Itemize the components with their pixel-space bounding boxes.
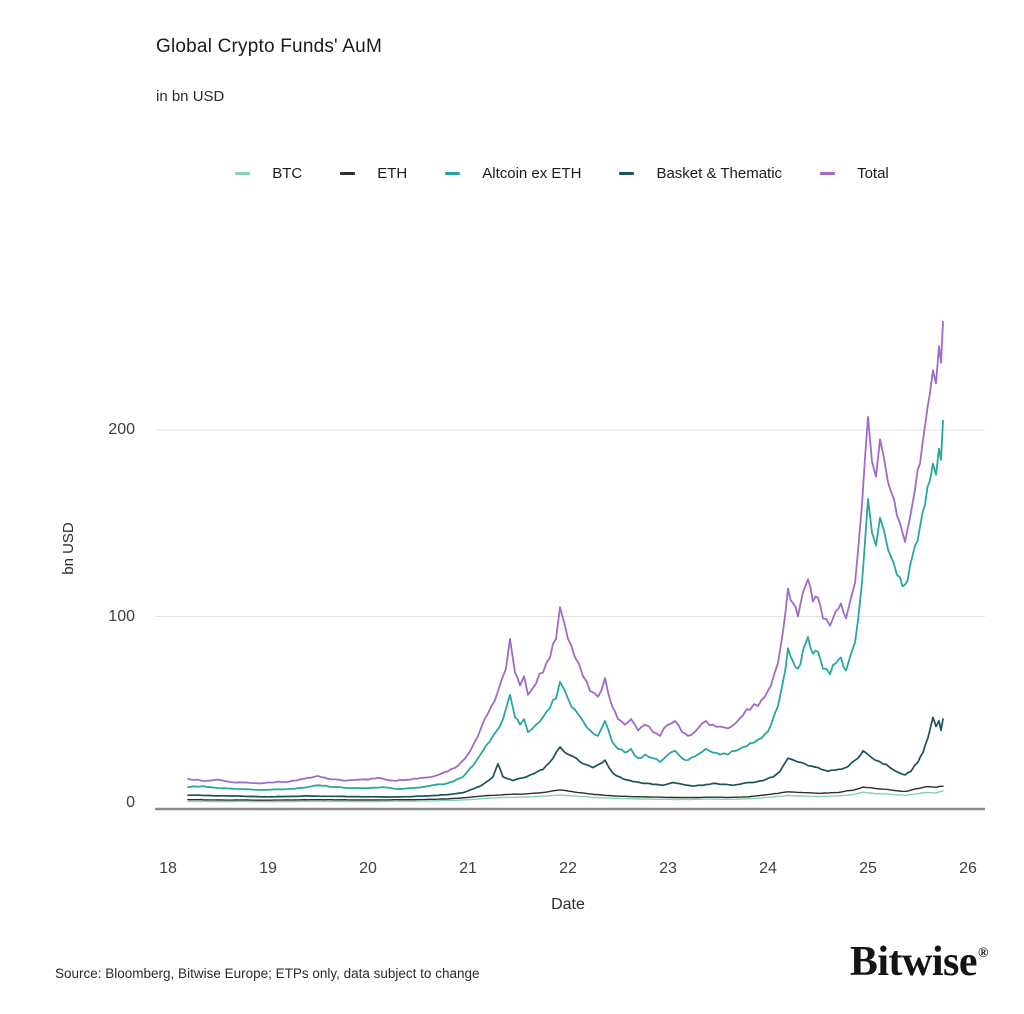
series-line-eth — [187, 785, 944, 801]
series-line-basket-thematic — [187, 716, 944, 798]
x-tick-label-25: 25 — [859, 860, 877, 877]
x-tick-label-22: 22 — [559, 860, 577, 877]
legend-dash-icon — [445, 171, 461, 175]
chart-title: Global Crypto Funds' AuM — [156, 36, 382, 57]
y-tick-label-0: 0 — [126, 794, 135, 811]
legend-dash-icon — [820, 171, 836, 175]
x-tick-label-19: 19 — [259, 860, 277, 877]
legend-item-total: Total — [820, 165, 889, 182]
series-line-total — [187, 320, 944, 785]
legend-dash-icon — [340, 171, 356, 175]
x-tick-label-23: 23 — [659, 860, 677, 877]
x-tick-label-26: 26 — [959, 860, 977, 877]
legend-item-altcoin-ex-eth: Altcoin ex ETH — [445, 165, 581, 182]
source-note: Source: Bloomberg, Bitwise Europe; ETPs … — [55, 966, 480, 981]
x-tick-label-21: 21 — [459, 860, 477, 877]
legend-item-basket-thematic: Basket & Thematic — [619, 165, 782, 182]
chart-legend: BTC ETH Altcoin ex ETH Basket & Thematic Tot… — [110, 160, 1014, 186]
legend-label: Altcoin ex ETH — [482, 164, 582, 182]
chart-subtitle: in bn USD — [156, 88, 225, 105]
y-tick-label-200: 200 — [108, 421, 135, 438]
legend-dash-icon — [235, 171, 251, 175]
bitwise-logo: Bitwise® — [849, 938, 989, 986]
x-tick-label-18: 18 — [159, 860, 177, 877]
legend-label: BTC — [272, 164, 303, 182]
y-tick-label-100: 100 — [108, 607, 135, 625]
series-line-altcoin-ex-eth — [187, 419, 944, 791]
legend-label: ETH — [377, 164, 408, 182]
series-line-btc — [187, 790, 944, 803]
y-axis-label: bn USD — [59, 522, 77, 575]
legend-label: Basket & Thematic — [656, 164, 783, 182]
legend-label: Total — [857, 164, 889, 182]
registered-mark: ® — [978, 946, 988, 961]
x-tick-label-20: 20 — [359, 860, 377, 877]
legend-item-btc: BTC — [235, 165, 302, 182]
x-tick-label-24: 24 — [759, 860, 777, 877]
legend-item-eth: ETH — [340, 165, 407, 182]
x-axis-label: Date — [551, 896, 585, 913]
logo-text: Bitwise — [849, 939, 978, 985]
legend-dash-icon — [619, 171, 635, 175]
